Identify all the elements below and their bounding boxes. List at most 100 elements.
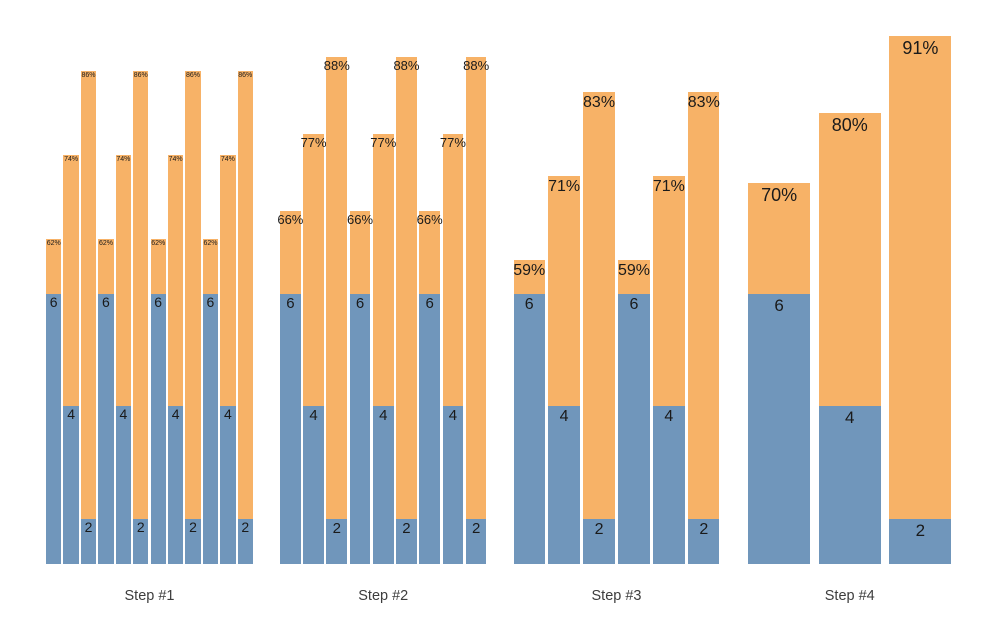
bar-percent-label: 74% [116, 156, 131, 163]
bar-count-label: 4 [379, 407, 388, 424]
bar-count-label: 2 [241, 519, 250, 535]
bar-percent-label: 62% [203, 240, 218, 247]
bar-count-segment [513, 294, 545, 564]
step-axis-label: Step #3 [591, 588, 642, 604]
bar-count-segment [150, 294, 166, 564]
bar-percent-label: 71% [652, 178, 685, 195]
bar-percent-label: 77% [439, 135, 466, 150]
bar-count-label: 4 [448, 407, 458, 424]
bar-count-label: 4 [664, 408, 674, 425]
bar-percent-label: 91% [902, 38, 939, 58]
bar-percent-label: 86% [133, 72, 148, 79]
bar-percent-label: 66% [347, 212, 374, 227]
bar-count-label: 2 [471, 520, 481, 537]
bar-count-label: 2 [189, 519, 197, 535]
bar-count-label: 6 [524, 296, 534, 313]
bar-count-segment [115, 406, 132, 564]
bar-count-segment [396, 519, 417, 564]
step-axis-label: Step #2 [358, 588, 409, 604]
bar-count-segment [237, 519, 253, 564]
bar-percent-segment [465, 57, 487, 564]
bar-count-segment [465, 519, 487, 564]
bar-percent-label: 88% [393, 58, 420, 73]
bar-count-label: 2 [136, 519, 145, 535]
bar-percent-label: 59% [617, 262, 650, 279]
bar-count-segment [63, 406, 79, 564]
bar-percent-label: 74% [168, 156, 183, 163]
bar-percent-label: 74% [64, 156, 79, 163]
bar-count-segment [303, 406, 324, 564]
bar-count-segment [618, 294, 650, 564]
step-axis-label: Step #1 [124, 588, 175, 604]
bar-percent-segment [326, 57, 348, 564]
bar-percent-label: 77% [370, 135, 397, 150]
bar-percent-label: 62% [46, 240, 61, 247]
bar-count-segment [548, 406, 580, 564]
bar-percent-segment [396, 57, 417, 564]
bar-count-label: 6 [355, 295, 365, 312]
bar-count-segment [688, 519, 720, 564]
bar-count-label: 2 [915, 521, 926, 540]
bar-percent-label: 86% [238, 72, 253, 79]
bar-percent-segment [688, 92, 720, 564]
bar-percent-label: 66% [277, 212, 304, 227]
bar-percent-label: 59% [513, 262, 546, 279]
bar-count-label: 2 [332, 520, 341, 537]
bar-count-segment [442, 406, 464, 564]
bar-percent-label: 77% [300, 135, 327, 150]
bar-percent-label: 62% [98, 240, 113, 247]
bar-percent-label: 88% [323, 58, 350, 73]
bar-percent-label: 88% [463, 58, 490, 73]
bar-percent-segment [889, 36, 952, 564]
bar-count-label: 4 [845, 408, 855, 427]
bar-count-segment [80, 519, 97, 564]
bar-percent-label: 86% [186, 72, 201, 79]
bar-count-label: 6 [206, 294, 215, 310]
bar-count-label: 2 [402, 520, 411, 537]
bar-count-label: 4 [119, 406, 128, 422]
bar-count-label: 4 [223, 406, 232, 422]
bar-count-label: 2 [84, 519, 93, 535]
bar-count-segment [220, 406, 236, 564]
bar-count-segment [889, 519, 952, 564]
bar-count-segment [818, 406, 881, 564]
bar-count-label: 2 [594, 521, 604, 538]
bar-count-segment [349, 294, 371, 564]
bar-count-label: 6 [774, 296, 784, 315]
bar-percent-label: 74% [220, 156, 235, 163]
bar-count-label: 6 [286, 295, 295, 312]
bar-percent-label: 71% [548, 178, 581, 195]
bar-count-label: 6 [425, 295, 434, 312]
bar-count-label: 6 [154, 294, 163, 310]
bar-percent-label: 66% [416, 212, 443, 227]
bar-percent-segment [237, 71, 253, 564]
bar-count-segment [583, 519, 615, 564]
bar-count-segment [133, 519, 149, 564]
bar-count-label: 6 [49, 294, 58, 310]
bar-percent-label: 80% [831, 115, 868, 135]
bar-count-segment [280, 294, 301, 564]
bar-count-segment [748, 294, 811, 564]
bar-percent-segment [80, 71, 97, 564]
bar-percent-label: 83% [687, 94, 720, 111]
bar-count-label: 4 [67, 406, 76, 422]
bar-percent-label: 70% [761, 185, 798, 205]
bar-count-label: 4 [559, 408, 569, 425]
bar-count-segment [372, 406, 394, 564]
bar-percent-label: 62% [151, 240, 166, 247]
bar-count-label: 2 [699, 521, 709, 538]
step-axis-label: Step #4 [824, 588, 875, 604]
bar-count-segment [98, 294, 114, 564]
bar-count-segment [202, 294, 219, 564]
bar-count-segment [653, 406, 685, 564]
bar-percent-label: 83% [583, 94, 616, 111]
bar-percent-segment [185, 71, 201, 564]
bar-count-label: 6 [102, 294, 110, 310]
bar-count-label: 4 [171, 406, 180, 422]
bar-count-label: 4 [309, 407, 318, 424]
bar-percent-segment [583, 92, 615, 564]
bar-count-segment [167, 406, 184, 564]
bar-count-segment [185, 519, 201, 564]
bar-count-segment [326, 519, 348, 564]
